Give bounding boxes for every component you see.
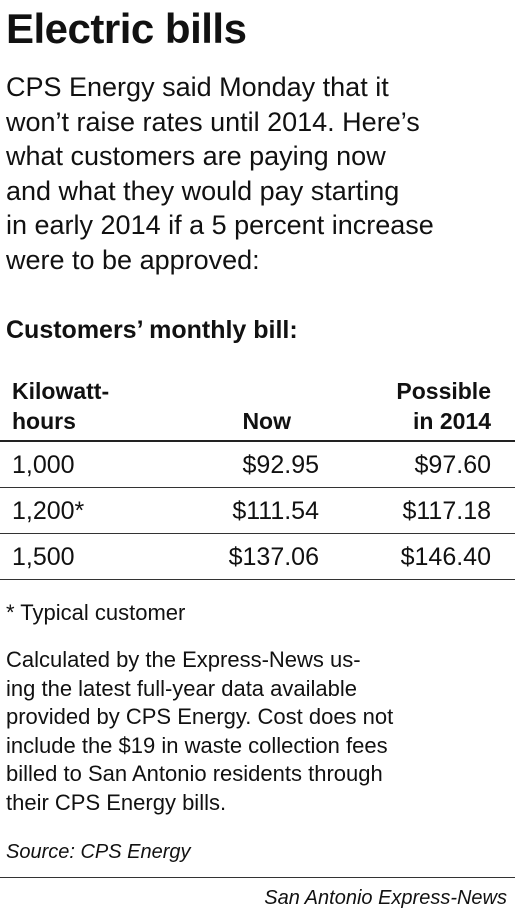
header-kilowatt-hours: Kilowatt- hours — [12, 376, 109, 436]
note-line: Calculated by the Express-News us- — [6, 647, 361, 672]
header-now: Now — [242, 406, 291, 436]
header-possible-line: Possible — [396, 378, 491, 404]
intro-text: CPS Energy said Monday that it won’t rai… — [6, 70, 511, 277]
note-line: billed to San Antonio residents through — [6, 761, 383, 786]
section-heading: Customers’ monthly bill: — [6, 316, 298, 344]
note-line: ing the latest full-year data available — [6, 675, 357, 701]
header-possible-line: in 2014 — [413, 408, 491, 434]
table-row: 1,500 $137.06 $146.40 — [0, 534, 515, 580]
now-cell: $137.06 — [228, 543, 319, 571]
intro-line: CPS Energy said Monday that it — [6, 72, 389, 102]
kwh-cell: 1,500 — [12, 543, 75, 571]
intro-line: in early 2014 if a 5 percent increase — [6, 210, 434, 240]
note-line: provided by CPS Energy. Cost does not — [6, 704, 394, 729]
header-kilowatt-hours-line: hours — [12, 408, 76, 434]
note-line: their CPS Energy bills. — [6, 789, 227, 815]
possible-cell: $97.60 — [414, 451, 491, 479]
possible-cell: $117.18 — [402, 497, 491, 525]
note-line: include the $19 in waste collection fees — [6, 732, 388, 758]
publication-credit: San Antonio Express-News — [264, 887, 507, 909]
kwh-cell: 1,200* — [12, 497, 85, 525]
kwh-cell: 1,000 — [12, 451, 75, 479]
intro-line: won’t raise rates until 2014. Here’s — [6, 106, 420, 137]
methodology-note: Calculated by the Express-News us- ing t… — [6, 646, 511, 817]
now-cell: $92.95 — [242, 451, 319, 479]
intro-line: were to be approved: — [6, 244, 260, 275]
table-row: 1,000 $92.95 $97.60 — [0, 442, 515, 488]
table-row: 1,200* $111.54 $117.18 — [0, 488, 515, 534]
footnote: * Typical customer — [6, 600, 186, 625]
now-cell: $111.54 — [232, 497, 319, 525]
header-possible-2014: Possible in 2014 — [396, 376, 491, 436]
graphic-title: Electric bills — [6, 5, 247, 52]
intro-line: what customers are paying now — [6, 141, 386, 171]
possible-cell: $146.40 — [400, 543, 491, 571]
table-header: Kilowatt- hours Now Possible in 2014 — [0, 370, 515, 442]
header-now-line: Now — [242, 408, 291, 434]
intro-line: and what they would pay starting — [6, 175, 400, 206]
divider-rule — [0, 877, 515, 878]
header-kilowatt-hours-line: Kilowatt- — [12, 378, 110, 404]
source-line: Source: CPS Energy — [6, 841, 191, 863]
bill-table: Kilowatt- hours Now Possible in 2014 1,0… — [0, 370, 515, 580]
